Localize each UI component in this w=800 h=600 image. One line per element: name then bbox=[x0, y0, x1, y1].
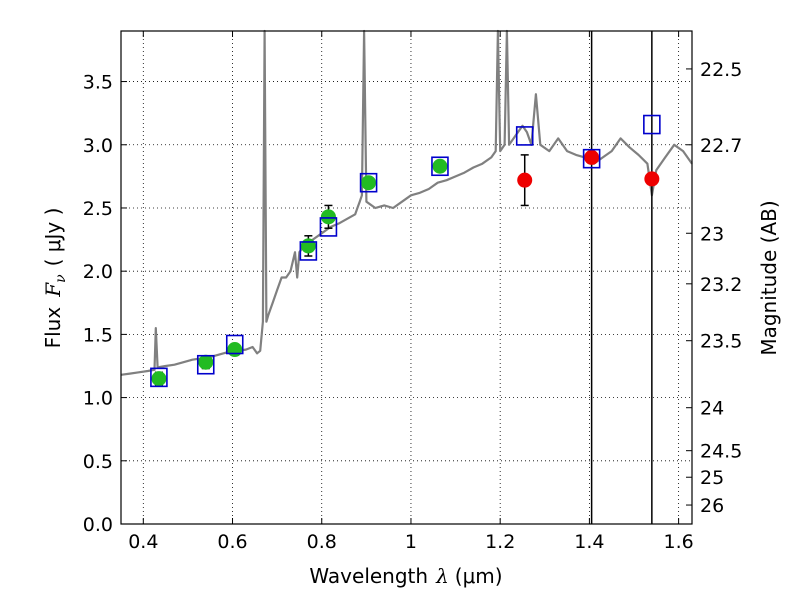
green-data-point bbox=[227, 342, 243, 358]
model-square bbox=[319, 217, 338, 237]
y2-tick-label: 22.5 bbox=[700, 59, 742, 81]
spectrum-line bbox=[120, 29, 693, 376]
y-tick-label: 0.5 bbox=[83, 451, 113, 473]
model-square bbox=[515, 126, 534, 146]
y2-tick-label: 24 bbox=[700, 398, 724, 420]
grid bbox=[121, 31, 692, 525]
model-square bbox=[196, 354, 215, 375]
y2-tick-label: 22.7 bbox=[700, 135, 742, 157]
green-data-point bbox=[300, 238, 316, 254]
x-axis-label: Wavelength λ (μm) bbox=[309, 564, 502, 588]
x-tick-label: 0.6 bbox=[217, 531, 247, 553]
y-tick-label: 2.0 bbox=[83, 261, 113, 283]
ticks: 0.4 0.6 0.8 1 1.2 1.4 1.6 0.0 0.5 1.0 1.5 2.0 2.5 3.0… bbox=[83, 31, 742, 553]
x-tick-label: 1.4 bbox=[574, 531, 604, 553]
x-tick-label: 1 bbox=[405, 531, 417, 553]
y-tick-label: 2.5 bbox=[83, 198, 113, 220]
y2-tick-label: 23 bbox=[700, 223, 724, 245]
x-tick-label: 1.2 bbox=[485, 531, 515, 553]
y2-axis-label: Magnitude (AB) bbox=[757, 200, 781, 355]
red-data-point bbox=[517, 172, 533, 188]
model-square bbox=[150, 367, 168, 388]
plot-frame bbox=[120, 30, 693, 525]
y-axis-label: FluxFν( μJy ) bbox=[41, 208, 69, 349]
model-square bbox=[359, 172, 378, 193]
green-data-point bbox=[320, 209, 336, 225]
y2-tick-label: 24.5 bbox=[700, 441, 742, 463]
green-data-point bbox=[198, 354, 214, 370]
red-data-point bbox=[644, 171, 660, 187]
model-square bbox=[225, 334, 244, 355]
vertical-lines bbox=[590, 31, 653, 524]
x-tick-label: 0.4 bbox=[128, 531, 158, 553]
y2-tick-label: 23.2 bbox=[700, 274, 742, 296]
y-tick-label: 3.5 bbox=[83, 72, 113, 94]
y-tick-label: 3.0 bbox=[83, 135, 113, 157]
y2-tick-label: 25 bbox=[700, 467, 724, 489]
y-tick-label: 0.0 bbox=[83, 514, 113, 536]
model-square bbox=[643, 114, 661, 135]
model-square bbox=[299, 241, 318, 261]
y2-tick-label: 23.5 bbox=[700, 331, 742, 353]
y-tick-label: 1.5 bbox=[83, 324, 113, 346]
red-data-point bbox=[584, 149, 600, 165]
model-square bbox=[431, 156, 449, 177]
model-square bbox=[582, 148, 601, 169]
x-tick-label: 0.8 bbox=[307, 531, 337, 553]
green-data-point bbox=[151, 371, 167, 387]
green-data-point bbox=[361, 175, 377, 191]
markers bbox=[150, 114, 661, 388]
y2-tick-label: 26 bbox=[700, 495, 724, 517]
x-tick-label: 1.6 bbox=[664, 531, 694, 553]
spectrum-layer bbox=[120, 29, 693, 376]
y-tick-label: 1.0 bbox=[83, 388, 113, 410]
plot-border bbox=[120, 30, 693, 525]
green-data-point bbox=[432, 158, 448, 174]
